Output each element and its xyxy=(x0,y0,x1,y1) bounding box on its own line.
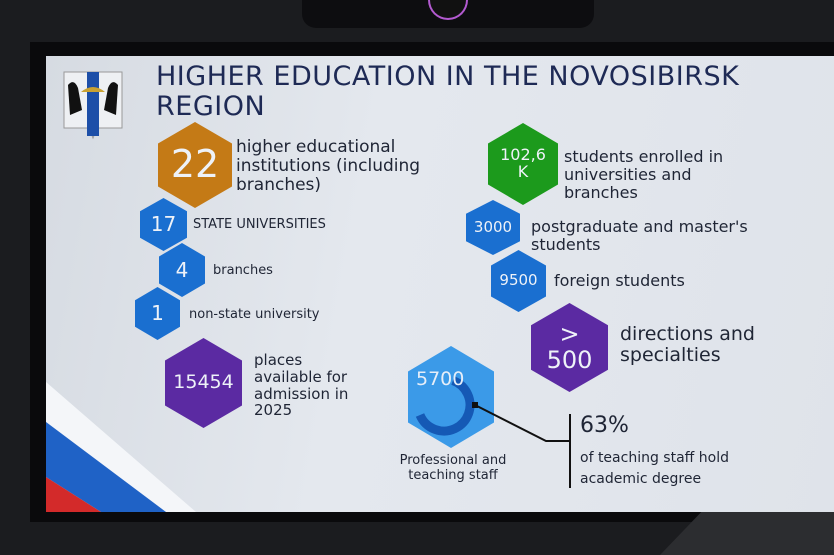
degree-percent: 63% xyxy=(580,413,629,438)
degree-label: of teaching staff hold academic degree xyxy=(580,450,729,487)
degree-ring-chart xyxy=(413,374,475,436)
flag-stripe-red xyxy=(46,477,101,512)
flag-stripe-blue xyxy=(46,422,166,512)
stat-label-institutions: higher educational institutions (includi… xyxy=(236,137,421,196)
stat-label-specialties: directions and specialties xyxy=(620,323,755,367)
stat-hex-state-universities: 17 xyxy=(140,198,187,251)
slide-title: HIGHER EDUCATION IN THE NOVOSIBIRSK REGI… xyxy=(156,61,740,123)
stat-label-state-universities: STATE UNIVERSITIES xyxy=(193,217,326,232)
stat-hex-students: 102,6 K xyxy=(488,123,558,205)
stat-label-non-state: non-state university xyxy=(189,307,320,322)
stat-hex-staff: 5700 xyxy=(408,346,494,448)
stat-label-foreign: foreign students xyxy=(554,271,685,290)
coat-of-arms-logo xyxy=(63,71,123,140)
stat-hex-non-state: 1 xyxy=(135,287,180,340)
stat-hex-foreign: 9500 xyxy=(491,250,546,312)
stat-hex-postgraduate: 3000 xyxy=(466,200,520,255)
flag-decoration xyxy=(46,382,196,512)
stat-label-places: places available for admission in 2025 xyxy=(254,351,349,420)
stat-label-postgraduate: postgraduate and master's students xyxy=(531,217,748,254)
stat-hex-specialties: > 500 xyxy=(531,303,608,392)
slide: HIGHER EDUCATION IN THE NOVOSIBIRSK REGI… xyxy=(46,56,834,512)
flag-stripe-white xyxy=(46,382,196,512)
stat-value-staff: 5700 xyxy=(416,368,465,390)
callout-connector xyxy=(472,402,571,488)
stat-label-staff: Professional and teaching staff xyxy=(399,453,507,483)
stat-hex-branches: 4 xyxy=(159,243,205,297)
stat-label-students: students enrolled in universities and br… xyxy=(564,147,724,202)
stat-hex-institutions: 22 xyxy=(158,122,232,208)
stat-label-branches: branches xyxy=(213,263,273,278)
